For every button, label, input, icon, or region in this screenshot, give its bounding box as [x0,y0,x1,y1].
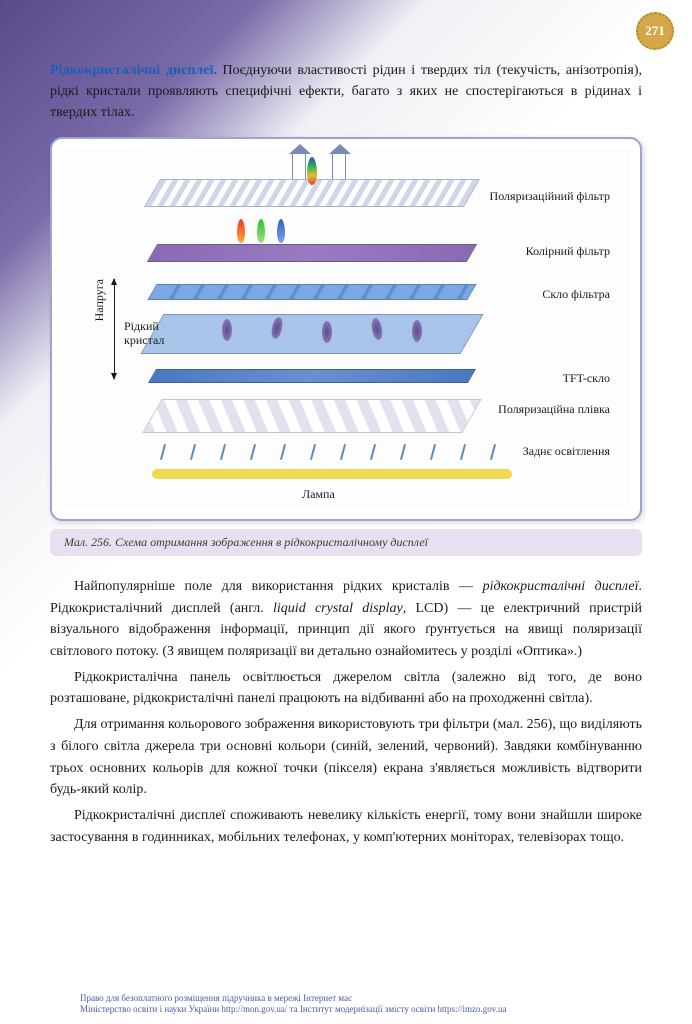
label-color-filter: Колірний фільтр [526,244,610,258]
paragraph-3: Для отримання кольорового зображення вик… [50,714,642,801]
intro-paragraph: Рідкокристалічні дисплеї. Поєднуючи влас… [50,60,642,123]
label-glass-filter: Скло фільтра [542,287,610,301]
lamp-layer [152,469,512,479]
caption-prefix: Мал. 256. [64,535,112,549]
p1-d: liquid crystal display [273,601,403,616]
p1-a: Найпопулярніше поле для використання рід… [74,579,483,594]
light-arrow-icon [292,151,306,181]
figure-caption: Мал. 256. Схема отримання зображення в р… [50,529,642,556]
label-pol-film: Поляризаційна плівка [498,402,610,416]
voltage-arrow-icon [114,279,115,379]
flame-rgb-icon [307,157,317,185]
page-content: Рідкокристалічні дисплеї. Поєднуючи влас… [0,0,692,872]
polarization-film-layer [142,399,482,433]
label-voltage: Напруга [92,279,107,321]
footer-line-1: Право для безоплатного розміщення підруч… [80,993,672,1005]
footer-line-2: Міністерство освіти і науки України http… [80,1004,672,1016]
p1-b: рідкокристалічні дисплеї [483,579,639,594]
label-pol-filter: Поляризаційний фільтр [490,189,610,203]
liquid-crystal-layer [140,314,483,354]
label-liquid-crystal: Рідкий кристал [124,319,184,348]
section-title: Рідкокристалічні дисплеї. [50,63,217,78]
paragraph-1: Найпопулярніше поле для використання рід… [50,576,642,663]
lc-molecule-icon [222,319,232,341]
glass-filter-layer [147,284,476,300]
lc-molecule-icon [412,320,422,342]
caption-text: Схема отримання зображення в рідкокриста… [112,535,428,549]
lc-molecule-icon [322,321,332,343]
label-backlight: Заднє освітлення [523,444,610,458]
color-filter-layer [147,244,477,262]
figure-container: Поляризаційний фільтр Колірний фільтр Ск… [50,137,642,521]
light-arrow-icon [332,151,346,181]
flame-red-icon [237,219,245,243]
footer: Право для безоплатного розміщення підруч… [80,993,672,1016]
paragraph-4: Рідкокристалічні дисплеї споживають неве… [50,805,642,848]
label-tft-glass: TFT-скло [563,371,610,385]
flame-blue-icon [277,219,285,243]
backlight-rays [152,444,512,462]
label-lamp: Лампа [302,487,335,501]
lcd-diagram: Поляризаційний фільтр Колірний фільтр Ск… [62,149,630,509]
flame-green-icon [257,219,265,243]
paragraph-2: Рідкокристалічна панель освітлюється дже… [50,667,642,710]
tft-glass-layer [148,369,476,383]
